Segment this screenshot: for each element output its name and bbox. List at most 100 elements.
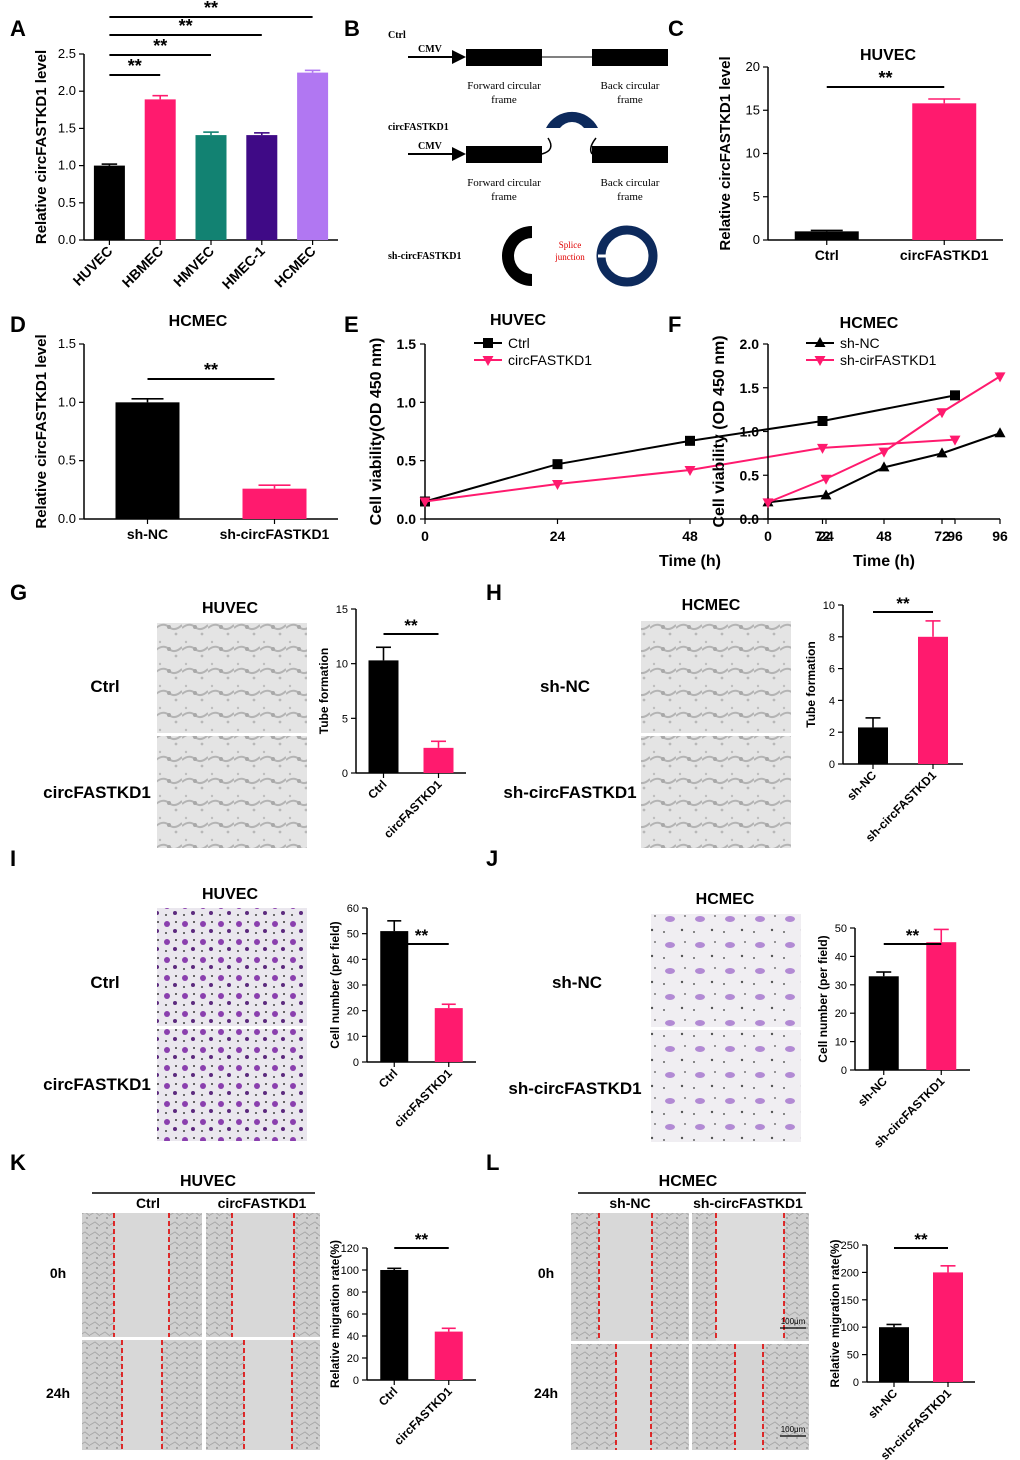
panel-label-g: G (10, 580, 27, 605)
y-axis-label: Relative circFASTKD1 level (33, 50, 50, 244)
loop-line-left (541, 137, 552, 155)
i-title: HUVEC (202, 886, 258, 903)
arc-icon (546, 111, 598, 128)
bar (380, 931, 409, 1062)
panel-label-d: D (10, 312, 26, 337)
data-point (552, 459, 563, 470)
category-label: HBMEC (119, 243, 167, 291)
bar (93, 165, 125, 240)
significance-marker: ** (415, 926, 429, 945)
x-tick-label: 96 (992, 528, 1008, 544)
l-col-label-1: sh-NC (609, 1195, 650, 1211)
y-axis-label: Tube formation (317, 648, 331, 734)
bar (380, 1270, 409, 1380)
y-tick-label: 0 (829, 759, 835, 771)
data-point (419, 497, 431, 508)
y-tick-label: 0 (853, 1377, 859, 1389)
bar (423, 747, 454, 773)
y-tick-label: 0.5 (397, 453, 417, 469)
diagram-circ-label: circFASTKD1 (388, 122, 449, 133)
cmv-label-2: CMV (418, 141, 443, 152)
panel-label-c: C (668, 16, 684, 41)
y-tick-label: 0 (753, 232, 760, 247)
y-tick-label: 20 (347, 1353, 359, 1365)
y-axis-label: Cell viability(OD 450 nm) (368, 338, 385, 526)
y-axis-label: Cell viability (OD 450 nm) (711, 335, 728, 527)
x-axis-label: Time (h) (853, 553, 915, 570)
data-point (483, 338, 493, 348)
splice-label: Splice (559, 240, 582, 250)
image-panel-g: HUVEC Ctrl circFASTKD1 (43, 600, 307, 848)
y-axis-label: Relative migration rate(%) (328, 1240, 342, 1388)
data-point (814, 337, 826, 347)
category-label: Ctrl (376, 1066, 401, 1091)
wound-gap-l-2 (716, 1213, 784, 1341)
y-tick-label: 0.5 (740, 467, 760, 483)
data-point (820, 474, 832, 485)
y-tick-label: 20 (347, 1006, 359, 1018)
category-label: sh-circFASTKD1 (220, 526, 330, 542)
forward-frame-label-3: Forward circular (467, 177, 541, 189)
category-label: circFASTKD1 (391, 1384, 455, 1448)
y-tick-label: 50 (847, 1350, 859, 1362)
data-point (817, 416, 828, 426)
wound-gap-k-3 (122, 1340, 162, 1450)
significance-marker: ** (914, 1230, 928, 1249)
h-row-label-2: sh-circFASTKD1 (503, 783, 636, 802)
data-point (936, 408, 948, 419)
panel-label-i: I (10, 846, 16, 871)
bar (912, 103, 977, 240)
y-tick-label: 5 (342, 713, 348, 725)
cmv-label-1: CMV (418, 44, 443, 55)
category-label: HCMEC (271, 243, 319, 291)
chart-title: HCMEC (169, 313, 228, 330)
y-tick-label: 10 (336, 659, 348, 671)
micrograph-h-bottom (641, 736, 791, 848)
bar (858, 727, 888, 764)
back-frame-label-3: Back circular (601, 177, 660, 189)
bar (879, 1327, 909, 1382)
x-tick-label: 24 (550, 528, 566, 544)
y-tick-label: 4 (829, 695, 835, 707)
panel-label-j: J (486, 846, 498, 871)
h-row-label-1: sh-NC (540, 677, 590, 696)
y-tick-label: 30 (347, 980, 359, 992)
category-label: HMVEC (170, 243, 217, 290)
y-tick-label: 1.0 (58, 394, 76, 409)
bar (195, 135, 227, 240)
wound-edge-lines-k (113, 1213, 295, 1450)
l-title: HCMEC (659, 1173, 718, 1190)
y-tick-label: 1.5 (58, 336, 76, 351)
bar (115, 402, 180, 519)
diagram-ctrl-label: Ctrl (388, 30, 406, 41)
y-tick-label: 50 (835, 923, 847, 935)
y-tick-label: 0 (841, 1065, 847, 1077)
y-tick-label: 0 (353, 1375, 359, 1387)
y-tick-label: 0.0 (58, 232, 76, 247)
panel-label-l: L (486, 1150, 499, 1175)
panel-label-a: A (10, 16, 26, 41)
category-label: Ctrl (376, 1384, 401, 1409)
y-tick-label: 10 (746, 146, 760, 161)
k-title: HUVEC (180, 1173, 236, 1190)
k-row-label-2: 24h (46, 1385, 70, 1401)
image-panel-k: HUVEC Ctrl circFASTKD1 0h 24h (46, 1173, 320, 1450)
data-point (685, 435, 695, 446)
y-tick-label: 1.0 (58, 158, 76, 173)
x-tick-label: 72 (934, 528, 950, 544)
y-tick-label: 1.0 (397, 394, 417, 410)
data-point (994, 372, 1006, 383)
significance-marker: ** (153, 36, 167, 56)
data-point (814, 356, 826, 366)
category-label: HUVEC (70, 243, 116, 289)
data-point (878, 447, 890, 458)
wound-edge-lines-l (598, 1213, 785, 1450)
bar (246, 135, 278, 240)
micrograph-i-top (157, 908, 307, 1026)
forward-frame-block (466, 49, 542, 66)
y-tick-label: 100 (341, 1265, 359, 1277)
y-tick-label: 1.5 (397, 336, 417, 352)
y-tick-label: 1.5 (740, 380, 760, 396)
category-label: HMEC-1 (219, 243, 268, 292)
